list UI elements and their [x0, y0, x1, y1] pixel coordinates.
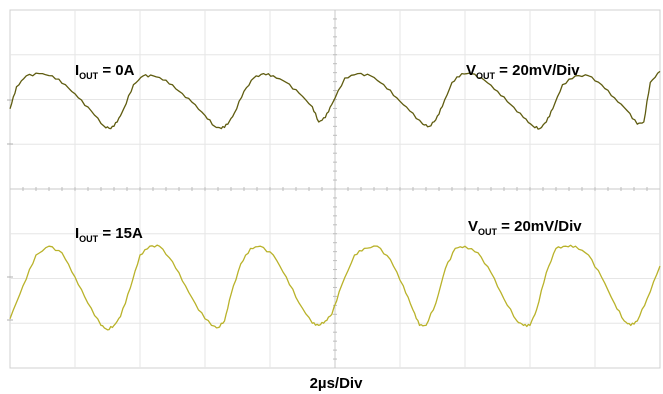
- top-vout-label: VOUT = 20mV/Div: [466, 62, 580, 81]
- trace-layer: [9, 70, 661, 331]
- graticule: [7, 9, 661, 369]
- bottom-vout-label: VOUT = 20mV/Div: [468, 218, 582, 237]
- time-scale-label: 2µs/Div: [310, 375, 363, 392]
- bottom-trace: [9, 244, 661, 331]
- bottom-iout-label: IOUT = 15A: [75, 225, 143, 244]
- top-iout-label: IOUT = 0A: [75, 62, 135, 81]
- top-trace: [9, 70, 661, 130]
